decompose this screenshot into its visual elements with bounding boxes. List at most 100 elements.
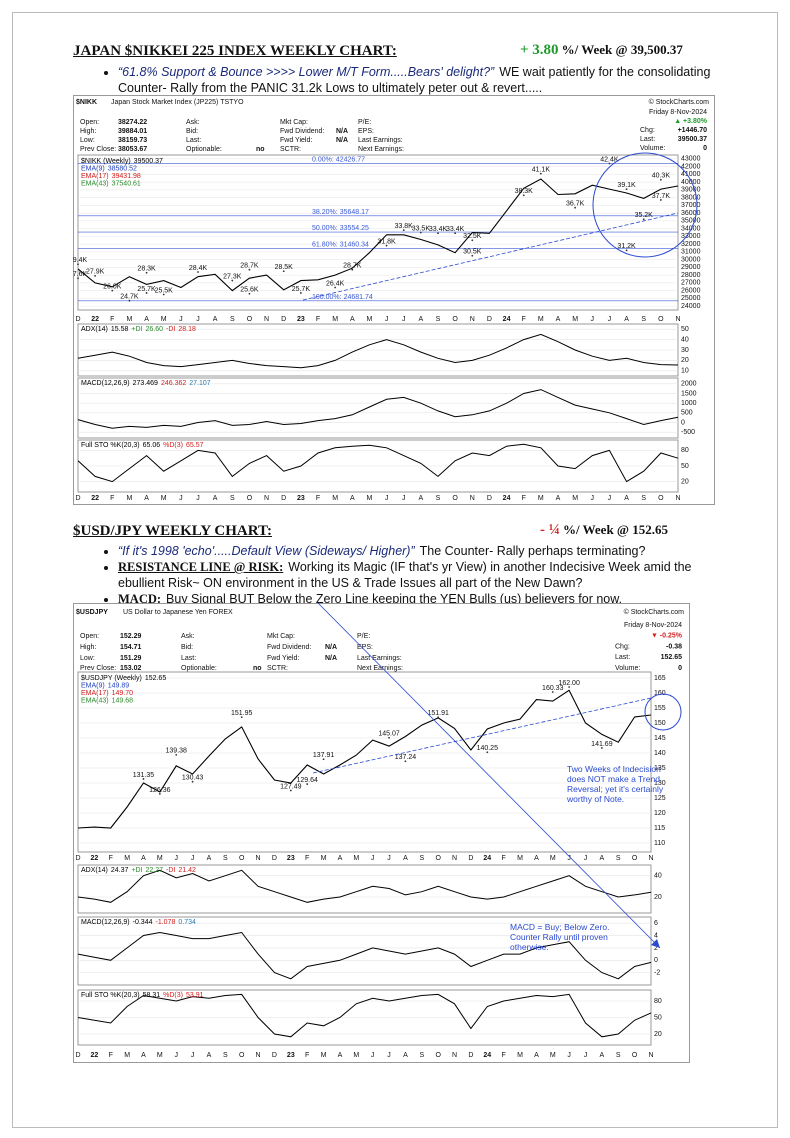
quote-value: -0.38: [666, 643, 682, 650]
x-tick-label: J: [371, 1052, 375, 1059]
fib-text: 42426.77: [336, 156, 365, 163]
x-tick-label: M: [127, 495, 133, 502]
legend-text: Full STO %K(20,3): [81, 442, 140, 449]
annotation-point: [471, 254, 474, 257]
weekly-change: - ¼ %/ Week @ 152.65: [540, 522, 668, 539]
x-tick-label: M: [321, 1052, 327, 1059]
legend-text: 152.65: [145, 675, 167, 682]
annotation: 31.2K: [617, 243, 636, 250]
field-label: Prev Close:: [80, 146, 116, 153]
x-tick-label: D: [272, 855, 277, 862]
annotation: 137.24: [395, 754, 417, 761]
annotation-point: [659, 178, 662, 181]
indicator-line: [77, 993, 652, 1038]
x-tick-label: J: [174, 1052, 178, 1059]
x-tick-label: M: [161, 495, 167, 502]
x-tick-label: O: [247, 495, 253, 502]
annotation-point: [231, 279, 234, 282]
y-tick-label: -500: [681, 429, 695, 436]
y-tick-label: 1000: [681, 400, 697, 407]
x-tick-label: A: [144, 495, 149, 502]
annotation-point: [551, 691, 554, 693]
indicator-panel: [77, 377, 679, 439]
price-panel: [77, 671, 652, 853]
x-tick-label: F: [522, 495, 526, 502]
fib-text: 100.00%:: [312, 294, 342, 301]
x-tick-label: N: [675, 495, 680, 502]
y-tick-label: 40000: [681, 179, 701, 186]
x-tick-label: J: [608, 495, 612, 502]
field-label: Fwd Yield:: [280, 137, 312, 144]
x-tick-label: M: [124, 1052, 130, 1059]
annotation-point: [454, 232, 457, 235]
quote-value: +1446.70: [678, 127, 707, 134]
indicator-line: [77, 931, 652, 980]
annotation-point: [539, 172, 542, 175]
legend: EMA(17) 149.70: [81, 690, 133, 697]
field-label: Ask:: [181, 633, 195, 640]
x-tick-label: A: [141, 1052, 146, 1059]
x-tick-label: A: [534, 855, 539, 862]
x-tick-label: M: [550, 855, 556, 862]
annotation-point: [419, 231, 422, 234]
annotation-point: [299, 292, 302, 294]
x-tick-label: A: [403, 1052, 408, 1059]
y-tick-label: 115: [654, 825, 665, 832]
annotation-point: [175, 753, 178, 756]
watermark: © StockCharts.com: [649, 98, 710, 106]
x-tick-label: N: [648, 1052, 653, 1059]
field-label: Bid:: [181, 644, 193, 651]
legend-text: 39500.37: [134, 158, 163, 165]
quote-label: Last:: [640, 136, 655, 143]
annotation: 35.2K: [635, 212, 654, 219]
field-label: Bid:: [186, 128, 198, 135]
x-tick-label: M: [353, 855, 359, 862]
legend: EMA(9) 38580.52: [81, 165, 137, 172]
indicator-line: [77, 869, 652, 903]
field-label: SCTR:: [267, 665, 288, 672]
fib-text: 33554.25: [340, 225, 369, 232]
legend-text: 22.27: [145, 867, 163, 874]
field-value: N/A: [325, 644, 337, 651]
x-tick-label: F: [502, 855, 506, 862]
annotation: 145.07: [378, 731, 400, 738]
y-tick-label: 29000: [681, 264, 701, 271]
bullet-text: “If it's 1998 'echo'.....Default View (S…: [118, 544, 415, 558]
y-tick-label: 130: [654, 780, 666, 787]
y-tick-label: 40: [654, 873, 662, 880]
annotation: 130.43: [182, 775, 204, 782]
y-tick-label: 41000: [681, 171, 701, 178]
annotation: 33.8K: [395, 223, 414, 230]
x-tick-label: A: [419, 495, 424, 502]
y-tick-label: 1500: [681, 390, 697, 397]
x-tick-label: A: [338, 1052, 343, 1059]
fib-text: 61.80%:: [312, 241, 338, 248]
y-tick-label: 140: [654, 750, 666, 757]
x-tick-label: O: [435, 1052, 441, 1059]
field-value: no: [253, 665, 262, 672]
y-tick-label: 50: [654, 1014, 662, 1021]
x-tick-label: A: [213, 495, 218, 502]
annotation: 32.5K: [463, 233, 482, 240]
field-label: Optionable:: [186, 146, 222, 153]
quote-label: Last:: [615, 654, 630, 661]
description: US Dollar to Japanese Yen FOREX: [123, 609, 233, 616]
x-tick-label: A: [350, 316, 355, 323]
chart-note: Two Weeks of Indecision does NOT make a …: [567, 764, 664, 804]
bullet: RESISTANCE LINE @ RISK:Working its Magic…: [118, 559, 728, 591]
x-tick-label: J: [584, 1052, 588, 1059]
legend-text: $USDJPY (Weekly): [81, 675, 142, 682]
x-tick-label: A: [419, 316, 424, 323]
x-tick-label: D: [281, 495, 286, 502]
x-tick-label: M: [161, 316, 167, 323]
quote-label: Volume:: [640, 145, 665, 152]
annotation: 25.5K: [155, 287, 174, 294]
y-tick-label: 37000: [681, 202, 701, 209]
annotation: 28.7K: [343, 263, 362, 270]
legend-text: 65.06: [143, 442, 161, 449]
highlight-circle: [644, 693, 682, 731]
x-tick-label: A: [403, 855, 408, 862]
legend-text: 21.42: [178, 867, 196, 874]
y-tick-label: 6: [654, 920, 658, 927]
x-tick-label: D: [75, 495, 80, 502]
